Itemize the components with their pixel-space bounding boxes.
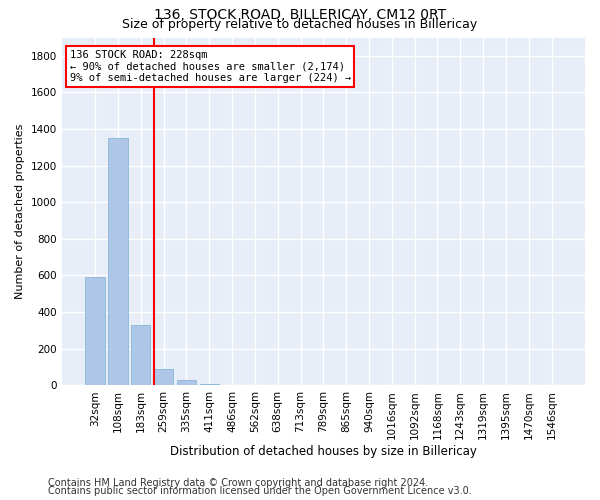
Text: Contains public sector information licensed under the Open Government Licence v3: Contains public sector information licen… xyxy=(48,486,472,496)
Bar xyxy=(200,384,219,386)
Text: 136, STOCK ROAD, BILLERICAY, CM12 0RT: 136, STOCK ROAD, BILLERICAY, CM12 0RT xyxy=(154,8,446,22)
Bar xyxy=(154,369,173,386)
X-axis label: Distribution of detached houses by size in Billericay: Distribution of detached houses by size … xyxy=(170,444,477,458)
Text: 136 STOCK ROAD: 228sqm
← 90% of detached houses are smaller (2,174)
9% of semi-d: 136 STOCK ROAD: 228sqm ← 90% of detached… xyxy=(70,50,351,83)
Text: Size of property relative to detached houses in Billericay: Size of property relative to detached ho… xyxy=(122,18,478,31)
Bar xyxy=(177,380,196,386)
Text: Contains HM Land Registry data © Crown copyright and database right 2024.: Contains HM Land Registry data © Crown c… xyxy=(48,478,428,488)
Bar xyxy=(131,325,151,386)
Bar xyxy=(108,138,128,386)
Y-axis label: Number of detached properties: Number of detached properties xyxy=(15,124,25,299)
Bar xyxy=(85,277,105,386)
